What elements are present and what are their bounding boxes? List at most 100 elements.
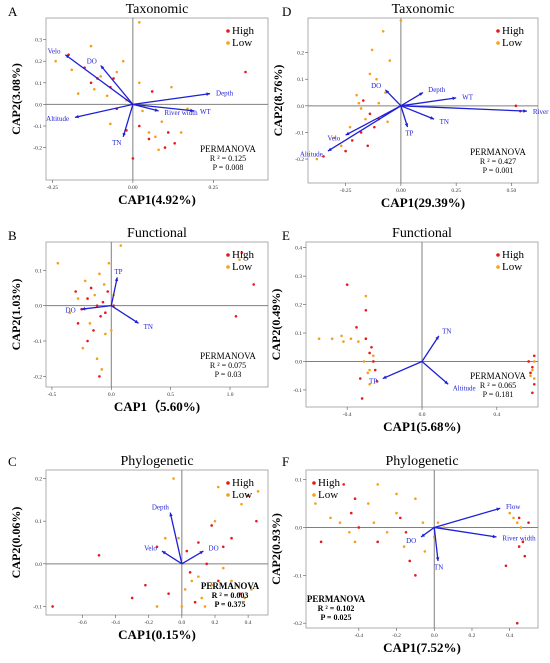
y-axis-label: CAP2(8.76%) bbox=[271, 65, 285, 137]
arrow-head bbox=[419, 92, 423, 96]
panel-letter: D bbox=[282, 4, 291, 19]
point-low bbox=[256, 490, 260, 493]
x-tick-label: -0.25 bbox=[47, 185, 59, 191]
point-low bbox=[333, 136, 336, 140]
point-high bbox=[345, 283, 349, 286]
env-vector-label: WT bbox=[462, 93, 474, 101]
env-vector-arrow bbox=[400, 105, 435, 120]
y-tick-label: 0.1 bbox=[297, 77, 304, 83]
point-high bbox=[255, 519, 258, 523]
x-tick-label: -0.6 bbox=[78, 620, 87, 626]
point-low bbox=[200, 596, 204, 600]
env-vector-arrow bbox=[132, 103, 159, 112]
point-low bbox=[436, 521, 440, 524]
env-vector-label: DO bbox=[209, 544, 219, 552]
point-low bbox=[315, 157, 319, 161]
point-low bbox=[442, 526, 445, 529]
point-high bbox=[357, 526, 361, 529]
env-vector-arrow bbox=[161, 550, 183, 565]
y-tick-label: 0.0 bbox=[297, 104, 304, 110]
x-tick-label: -0.4 bbox=[343, 412, 352, 418]
permanova-stat: P = 0.025 bbox=[320, 613, 351, 622]
point-low bbox=[180, 605, 184, 608]
point-high bbox=[531, 365, 534, 369]
arrow-head bbox=[404, 123, 409, 128]
point-high bbox=[185, 549, 189, 553]
point-high bbox=[370, 345, 373, 349]
point-low bbox=[121, 59, 125, 63]
point-low bbox=[508, 511, 512, 515]
legend-label-low: Low bbox=[318, 489, 338, 501]
env-vector-arrow bbox=[132, 92, 211, 106]
point-high bbox=[86, 297, 89, 300]
legend-label-high: High bbox=[318, 477, 341, 489]
point-low bbox=[76, 297, 80, 300]
point-high bbox=[344, 149, 347, 153]
point-low bbox=[170, 85, 173, 89]
point-high bbox=[372, 360, 375, 363]
y-tick-label: -0.2 bbox=[293, 621, 302, 627]
point-high bbox=[319, 540, 323, 544]
legend-label-high: High bbox=[502, 249, 525, 261]
arrow-head bbox=[190, 108, 194, 113]
y-tick-label: -0.1 bbox=[293, 388, 302, 394]
point-low bbox=[70, 68, 74, 72]
x-axis-label: CAP1(0.15%) bbox=[118, 627, 196, 642]
arrow-head bbox=[496, 507, 501, 511]
point-low bbox=[330, 337, 334, 341]
y-tick-label: 0.0 bbox=[35, 562, 42, 568]
env-vector-label: WT bbox=[200, 108, 212, 116]
y-tick-label: 0.4 bbox=[295, 246, 302, 252]
env-vector-arrow bbox=[400, 91, 424, 107]
point-low bbox=[107, 261, 111, 265]
permanova-stat: R ² = 0.427 bbox=[480, 157, 516, 166]
point-low bbox=[366, 502, 370, 505]
point-low bbox=[399, 19, 403, 22]
point-high bbox=[368, 112, 372, 116]
point-high bbox=[89, 286, 93, 290]
y-axis-label: CAP2(1.03%) bbox=[9, 279, 23, 351]
point-low bbox=[317, 337, 321, 341]
env-vector-arrow bbox=[327, 105, 402, 152]
point-low bbox=[54, 59, 57, 63]
y-tick-label: -0.2 bbox=[33, 374, 42, 380]
point-high bbox=[368, 351, 371, 355]
arrow-head bbox=[327, 147, 332, 152]
point-high bbox=[364, 308, 368, 312]
point-high bbox=[101, 300, 105, 304]
permanova-stat: P = 0.008 bbox=[213, 163, 244, 172]
env-vector-label: TN bbox=[440, 118, 449, 126]
y-tick-label: -0.1 bbox=[293, 573, 302, 579]
legend-marker-high bbox=[496, 253, 500, 257]
point-low bbox=[395, 511, 398, 515]
arrow-head bbox=[492, 534, 497, 539]
point-low bbox=[141, 109, 144, 113]
env-vector-arrow bbox=[382, 360, 423, 380]
point-high bbox=[138, 124, 141, 128]
point-low bbox=[155, 605, 159, 608]
point-low bbox=[68, 311, 72, 315]
point-high bbox=[150, 90, 154, 93]
point-high bbox=[364, 337, 368, 341]
env-vector-arrow bbox=[434, 526, 497, 538]
env-vector-label: Altitude bbox=[300, 151, 323, 159]
arrow-head bbox=[435, 335, 439, 340]
point-low bbox=[83, 279, 87, 283]
point-high bbox=[144, 583, 147, 587]
point-high bbox=[99, 314, 102, 318]
point-low bbox=[421, 521, 425, 524]
env-vector-arrow bbox=[74, 103, 134, 118]
point-low bbox=[519, 526, 523, 529]
point-high bbox=[197, 541, 200, 544]
point-high bbox=[414, 574, 417, 577]
point-low bbox=[210, 583, 213, 587]
panel-f: F Phylogenetic -0.4 -0.2 0.0 0.2 0.4 -0.2 -0.1 0.… bbox=[269, 454, 539, 655]
point-low bbox=[375, 77, 378, 81]
x-tick-label: 0.0 bbox=[178, 620, 185, 626]
legend-marker-low bbox=[226, 493, 230, 497]
panel-title: Functional bbox=[392, 226, 452, 241]
panel-title: Taxonomic bbox=[126, 2, 189, 17]
legend-label-high: High bbox=[502, 25, 525, 37]
point-high bbox=[366, 144, 370, 148]
point-low bbox=[532, 377, 536, 380]
